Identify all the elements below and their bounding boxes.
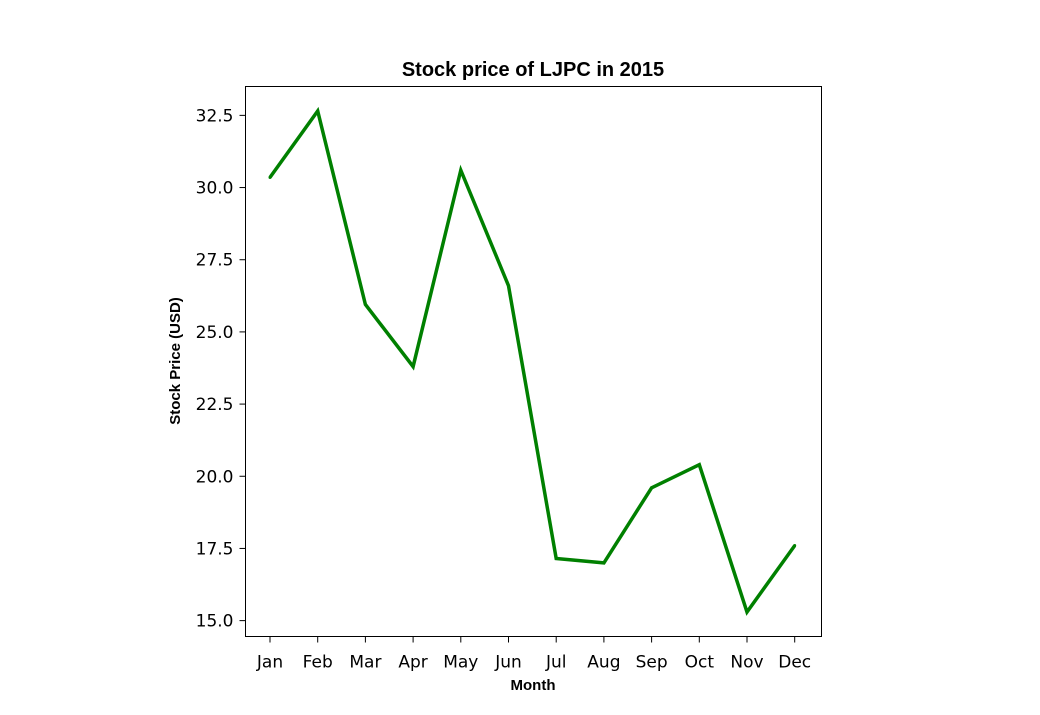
x-tick-label: Apr	[398, 653, 427, 673]
y-tick-label: 27.5	[196, 251, 234, 271]
x-tick-label: Feb	[303, 653, 333, 673]
y-tick-label: 17.5	[196, 539, 234, 559]
x-tick-label: Nov	[730, 653, 763, 673]
y-tick-label: 20.0	[196, 467, 234, 487]
x-tick-label: Jan	[256, 653, 283, 673]
data-point	[268, 175, 272, 179]
x-tick-label: Dec	[778, 653, 811, 673]
y-tick-label: 30.0	[196, 179, 234, 199]
data-point	[316, 109, 320, 113]
data-point	[507, 284, 510, 288]
series-group	[268, 106, 797, 616]
y-axis-label: Stock Price (USD)	[167, 297, 184, 425]
data-point	[411, 365, 415, 369]
x-tick-label: May	[443, 653, 478, 673]
x-axis-label: Month	[511, 677, 556, 694]
y-tick-label: 15.0	[196, 612, 234, 632]
y-tick-label: 22.5	[196, 395, 234, 415]
y-axis: 15.0 17.5 20.0 22.5 25.0 27.5 30.0 32.5	[196, 106, 246, 632]
series-line	[268, 106, 797, 616]
data-point	[793, 544, 797, 548]
data-point	[650, 486, 654, 490]
data-point	[602, 561, 606, 565]
x-tick-label: Sep	[636, 653, 668, 673]
data-point	[745, 610, 749, 614]
x-tick-label: Aug	[587, 653, 620, 673]
x-tick-label: Jun	[494, 653, 522, 673]
chart-title: Stock price of LJPC in 2015	[402, 59, 664, 81]
y-tick-label: 32.5	[196, 106, 234, 126]
x-tick-label: Mar	[349, 653, 381, 673]
plot-area	[245, 86, 822, 637]
data-point	[459, 168, 463, 172]
y-tick-label: 25.0	[196, 323, 234, 343]
x-tick-label: Oct	[685, 653, 715, 673]
data-point	[554, 557, 558, 561]
data-point	[363, 302, 367, 306]
x-axis: Jan Feb Mar Apr May Jun Jul Aug Sep Oct Nov Dec	[256, 636, 811, 673]
x-tick-label: Jul	[545, 653, 567, 673]
data-point	[697, 463, 701, 467]
